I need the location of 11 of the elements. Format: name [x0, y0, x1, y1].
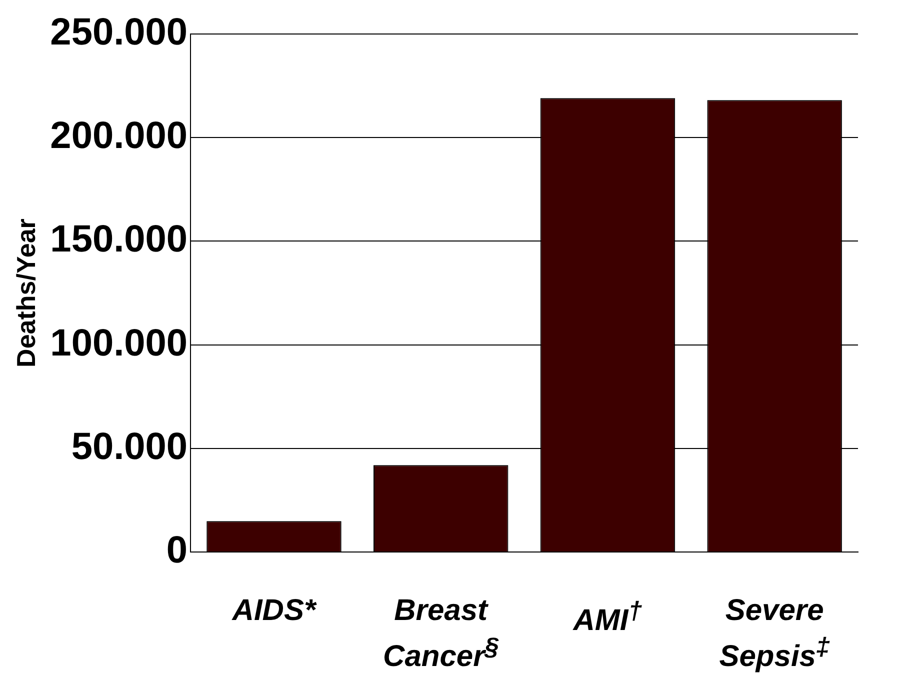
y-axis-title: Deaths/Year [10, 218, 41, 368]
x-tick-label: AMI$^{†}$ [572, 596, 644, 639]
x-tick-label: Breast Cancer$^{§}$ [382, 593, 500, 675]
y-tick-label: 150.000 [50, 218, 188, 261]
x-tick-label: Severe Sepsis$^{‡}$ [718, 593, 831, 675]
y-tick-label: 0 [166, 530, 188, 572]
y-tick-label: 50.000 [71, 426, 188, 468]
y-tick-label: 200.000 [50, 114, 188, 157]
y-tick-label: 100.000 [50, 322, 188, 364]
y-tick-label: 250.000 [50, 11, 188, 54]
x-tick-label: AIDS* [230, 593, 318, 629]
